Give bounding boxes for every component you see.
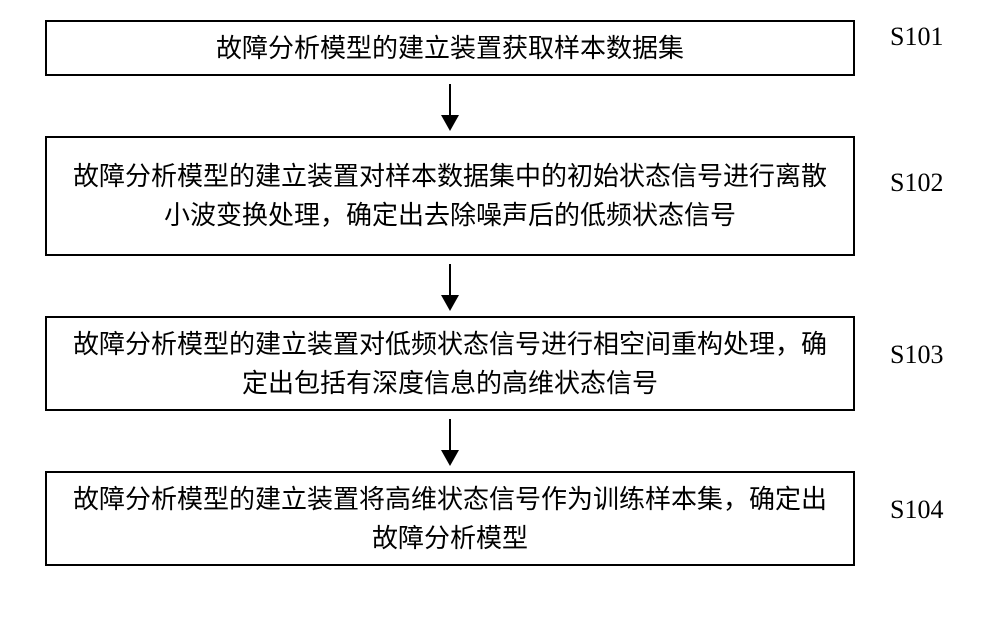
step-text-2: 故障分析模型的建立装置对样本数据集中的初始状态信号进行离散小波变换处理，确定出去… (67, 157, 833, 235)
arrow-container-1 (45, 76, 855, 136)
step-label-3: S103 (890, 340, 943, 370)
arrow-icon (449, 264, 451, 309)
step-label-2: S102 (890, 168, 943, 198)
step-box-2: 故障分析模型的建立装置对样本数据集中的初始状态信号进行离散小波变换处理，确定出去… (45, 136, 855, 256)
step-text-4: 故障分析模型的建立装置将高维状态信号作为训练样本集，确定出故障分析模型 (67, 480, 833, 558)
flowchart-container: 故障分析模型的建立装置获取样本数据集 S101 故障分析模型的建立装置对样本数据… (45, 20, 955, 566)
step-text-3: 故障分析模型的建立装置对低频状态信号进行相空间重构处理，确定出包括有深度信息的高… (67, 325, 833, 403)
step-label-4: S104 (890, 495, 943, 525)
step-label-1: S101 (890, 22, 943, 52)
arrow-icon (449, 84, 451, 129)
step-box-4: 故障分析模型的建立装置将高维状态信号作为训练样本集，确定出故障分析模型 (45, 471, 855, 566)
step-box-1: 故障分析模型的建立装置获取样本数据集 (45, 20, 855, 76)
arrow-container-3 (45, 411, 855, 471)
step-text-1: 故障分析模型的建立装置获取样本数据集 (216, 29, 684, 68)
step-box-3: 故障分析模型的建立装置对低频状态信号进行相空间重构处理，确定出包括有深度信息的高… (45, 316, 855, 411)
arrow-container-2 (45, 256, 855, 316)
arrow-icon (449, 419, 451, 464)
